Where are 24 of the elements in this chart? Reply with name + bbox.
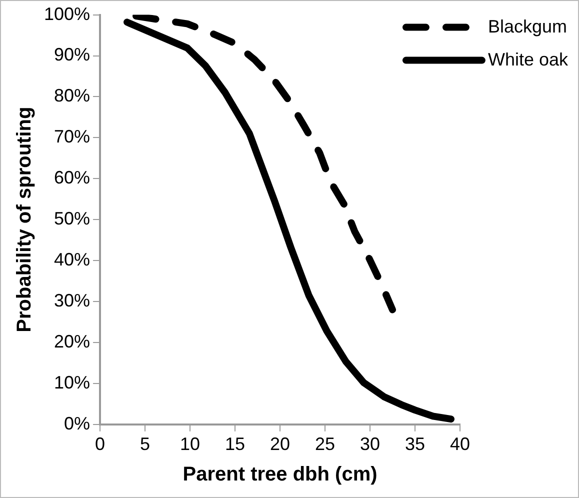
- y-tick-label: 50%: [54, 208, 90, 229]
- x-tick-label: 15: [225, 434, 246, 454]
- legend-label: White oak: [488, 49, 569, 70]
- y-tick-label: 10%: [54, 372, 90, 392]
- y-tick-label: 40%: [54, 250, 90, 270]
- y-tick-label: 90%: [54, 44, 90, 65]
- x-tick-label: 0: [95, 434, 106, 454]
- y-tick-label: 100%: [44, 4, 90, 24]
- x-axis-title: Parent tree dbh (cm): [182, 464, 378, 486]
- legend-label: Blackgum: [488, 16, 567, 36]
- y-axis-title: Probability of sprouting: [14, 106, 36, 332]
- y-tick-label: 60%: [54, 168, 90, 188]
- x-tick-label: 5: [140, 434, 150, 454]
- x-tick-label: 20: [270, 434, 290, 454]
- y-tick-label: 20%: [54, 331, 90, 352]
- x-tick-label: 35: [404, 434, 426, 454]
- x-tick-label: 25: [315, 434, 336, 454]
- y-tick-label: 0%: [64, 413, 90, 434]
- x-tick-label: 30: [360, 434, 380, 454]
- x-tick-label: 10: [180, 434, 200, 454]
- y-tick-label: 70%: [54, 126, 90, 147]
- y-tick-label: 30%: [54, 290, 90, 310]
- y-tick-label: 80%: [54, 86, 90, 106]
- x-tick-label: 40: [450, 434, 470, 454]
